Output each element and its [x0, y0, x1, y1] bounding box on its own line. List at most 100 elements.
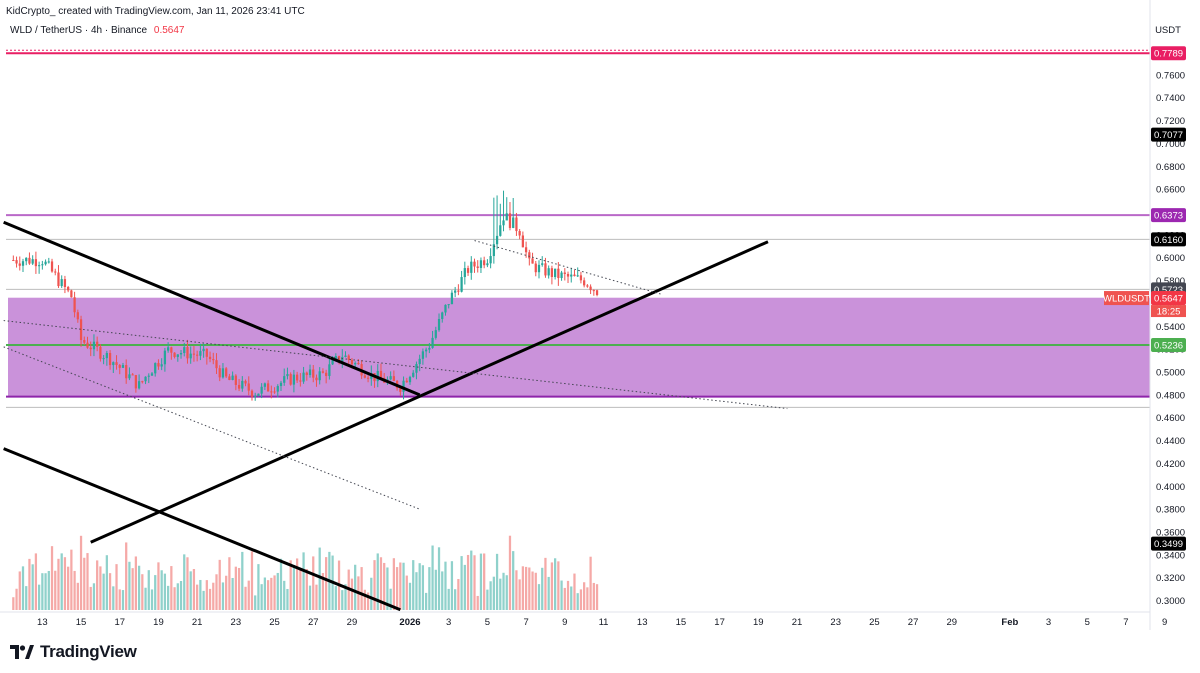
symbol-tag: WLDUSDT — [1103, 294, 1150, 305]
volume-bar — [160, 570, 163, 610]
volume-bar — [67, 566, 70, 610]
candle-body — [176, 354, 179, 357]
price-label-bg — [1151, 291, 1186, 306]
volume-bar — [560, 580, 563, 610]
tradingview-logo[interactable]: TradingView — [10, 642, 137, 662]
volume-bar — [418, 563, 421, 610]
volume-bar — [415, 572, 418, 610]
volume-bar — [299, 568, 302, 610]
candle-body — [18, 263, 21, 266]
price-label: 0.5647 — [1154, 294, 1183, 305]
candle-body — [92, 341, 96, 350]
volume-bar — [583, 582, 586, 610]
x-tick-label: 15 — [76, 617, 87, 628]
volume-bar — [47, 570, 50, 610]
candle-body — [570, 274, 573, 277]
volume-bar — [163, 573, 167, 610]
volume-bar — [270, 577, 273, 610]
y-tick-label: 0.4800 — [1156, 390, 1185, 401]
countdown: 18:25 — [1157, 307, 1181, 318]
candle-body — [412, 372, 415, 377]
volume-bar — [354, 564, 357, 610]
y-tick-label: 0.4000 — [1156, 482, 1185, 493]
volume-bar — [373, 560, 376, 610]
volume-bar — [176, 583, 179, 610]
volume-bar — [579, 589, 583, 610]
symbol-name: WLD / TetherUS · 4h · Binance — [10, 25, 148, 36]
candle-body — [112, 362, 115, 366]
volume-bar — [18, 571, 21, 610]
trend-line — [3, 220, 421, 397]
candle-body — [225, 368, 228, 377]
candle-body — [428, 347, 431, 350]
volume-bar — [15, 588, 18, 610]
symbol-info[interactable]: WLD / TetherUS · 4h · Binance 0.5647 — [10, 25, 184, 36]
volume-bar — [553, 558, 557, 610]
candle-body — [350, 359, 354, 365]
candle-body — [553, 268, 557, 277]
candle-body — [31, 259, 34, 264]
candle-body — [312, 369, 315, 378]
candle-body — [83, 340, 86, 343]
candle-body — [344, 355, 347, 357]
y-tick-label: 0.7400 — [1156, 93, 1185, 104]
x-tick-label: 5 — [485, 617, 490, 628]
volume-bar — [376, 553, 379, 610]
volume-bar — [134, 556, 138, 610]
candle-body — [524, 247, 528, 253]
horizontal-levels — [6, 49, 1150, 408]
candle-body — [512, 217, 515, 228]
volume-bar — [289, 560, 292, 610]
volume-bar — [50, 546, 54, 610]
volume-bar — [237, 567, 241, 610]
y-tick-label: 0.6800 — [1156, 162, 1185, 173]
candle-body — [431, 337, 434, 348]
last-price: 0.5647 — [153, 25, 185, 36]
zone-rect — [8, 297, 1150, 397]
y-tick-label: 0.3600 — [1156, 528, 1185, 539]
candle-body — [437, 319, 441, 331]
volume-bar — [241, 551, 244, 610]
candle-body — [70, 290, 73, 298]
volume-bar — [521, 566, 525, 610]
price-label-bg — [1151, 127, 1186, 142]
volume-bar — [483, 553, 486, 610]
volume-bar — [486, 589, 489, 610]
volume-bar — [424, 592, 428, 610]
volume-bar — [283, 580, 286, 610]
x-tick-label: 9 — [1162, 617, 1167, 628]
candle-body — [434, 330, 437, 338]
candle-body — [444, 304, 447, 313]
x-tick-label: 5 — [1085, 617, 1090, 628]
volume-bar — [12, 597, 15, 610]
x-tick-label: 3 — [446, 617, 451, 628]
x-tick-label: Feb — [1001, 617, 1018, 628]
candle-body — [105, 352, 108, 359]
candle-body — [63, 279, 67, 288]
volume-bar — [173, 587, 176, 610]
volume-bar — [566, 580, 570, 610]
x-tick-label: 15 — [676, 617, 687, 628]
candle-body — [273, 391, 276, 393]
candle-body — [357, 363, 360, 365]
volume-bar — [302, 552, 305, 610]
y-tick-label: 0.5400 — [1156, 322, 1185, 333]
candle-body — [366, 377, 370, 379]
candle-body — [166, 347, 170, 351]
candle-body — [44, 261, 47, 265]
volume-bar — [260, 584, 263, 610]
volume-bar — [141, 574, 144, 610]
volume-bar — [31, 564, 34, 610]
volume-bar — [589, 556, 592, 610]
candle-body — [86, 342, 89, 348]
candle-body — [137, 381, 141, 389]
volume-bar — [92, 583, 96, 610]
x-tick-label: 19 — [153, 617, 164, 628]
volume-bar — [570, 586, 573, 610]
candle-body — [299, 380, 302, 382]
candle-body — [541, 263, 544, 265]
candle-body — [205, 348, 208, 357]
candle-body — [476, 266, 479, 268]
